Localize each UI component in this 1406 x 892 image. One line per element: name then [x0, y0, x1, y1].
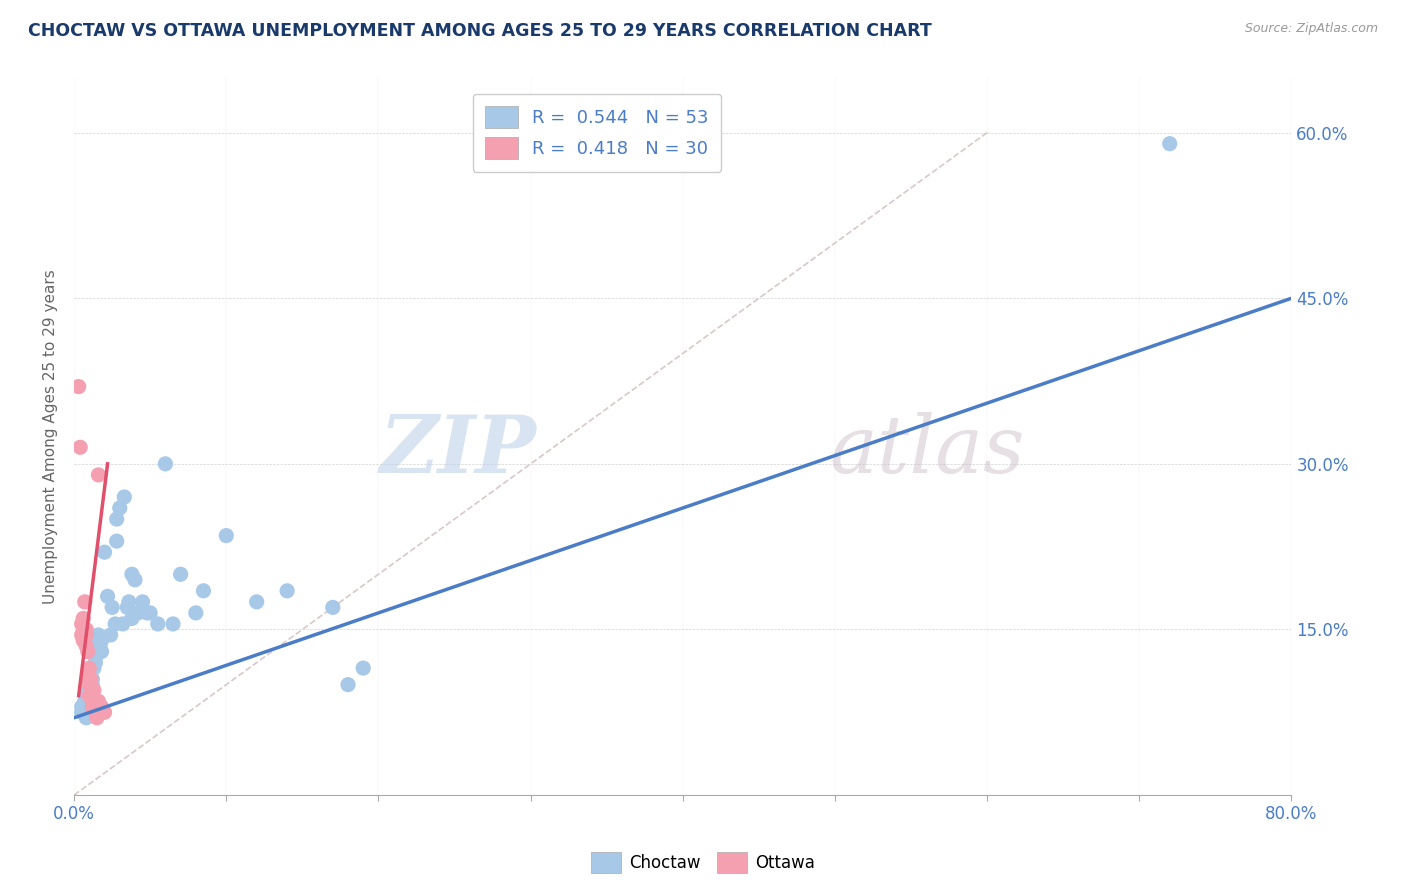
Point — [87, 628, 110, 642]
Point — [105, 534, 128, 549]
Point — [89, 639, 111, 653]
Point — [352, 661, 374, 675]
Point — [121, 567, 143, 582]
Point — [75, 689, 97, 703]
Point — [105, 512, 128, 526]
Point — [111, 616, 134, 631]
Text: ZIP: ZIP — [380, 412, 537, 490]
Point — [75, 628, 97, 642]
Point — [82, 672, 104, 686]
Point — [337, 678, 360, 692]
Point — [139, 606, 162, 620]
Point — [82, 683, 104, 698]
Point — [93, 545, 115, 559]
Point — [80, 672, 103, 686]
Point — [84, 656, 107, 670]
Point — [83, 644, 105, 658]
Point — [93, 705, 115, 719]
Point — [124, 573, 146, 587]
Point — [83, 699, 105, 714]
Point — [79, 661, 101, 675]
Point — [104, 616, 127, 631]
Point — [75, 623, 97, 637]
Point — [76, 644, 98, 658]
Point — [90, 699, 112, 714]
Point — [70, 705, 93, 719]
Point — [193, 583, 215, 598]
Point — [90, 633, 112, 648]
Point — [86, 633, 108, 648]
Point — [73, 595, 96, 609]
Point — [79, 689, 101, 703]
Point — [79, 666, 101, 681]
Point — [87, 694, 110, 708]
Point — [100, 628, 122, 642]
Point — [246, 595, 269, 609]
Point — [322, 600, 344, 615]
Legend: Choctaw, Ottawa: Choctaw, Ottawa — [583, 846, 823, 880]
Point — [73, 694, 96, 708]
Point — [97, 590, 120, 604]
Point — [82, 699, 104, 714]
Point — [112, 490, 135, 504]
Point — [155, 457, 177, 471]
Point — [90, 644, 112, 658]
Point — [101, 600, 124, 615]
Text: Source: ZipAtlas.com: Source: ZipAtlas.com — [1244, 22, 1378, 36]
Point — [79, 694, 101, 708]
Point — [121, 611, 143, 625]
Point — [276, 583, 298, 598]
Point — [215, 528, 238, 542]
Legend: R =  0.544   N = 53, R =  0.418   N = 30: R = 0.544 N = 53, R = 0.418 N = 30 — [472, 94, 721, 172]
Text: CHOCTAW VS OTTAWA UNEMPLOYMENT AMONG AGES 25 TO 29 YEARS CORRELATION CHART: CHOCTAW VS OTTAWA UNEMPLOYMENT AMONG AGE… — [28, 22, 932, 40]
Point — [75, 711, 97, 725]
Point — [1159, 136, 1181, 151]
Point — [136, 606, 159, 620]
Point — [146, 616, 169, 631]
Point — [117, 600, 139, 615]
Point — [69, 440, 91, 454]
Point — [83, 661, 105, 675]
Point — [184, 606, 207, 620]
Point — [82, 678, 104, 692]
Point — [79, 678, 101, 692]
Point — [169, 567, 191, 582]
Text: atlas: atlas — [830, 412, 1024, 490]
Point — [83, 694, 105, 708]
Point — [87, 467, 110, 482]
Point — [72, 611, 94, 625]
Point — [82, 694, 104, 708]
Point — [86, 644, 108, 658]
Point — [108, 501, 131, 516]
Point — [162, 616, 184, 631]
Point — [75, 639, 97, 653]
Point — [86, 711, 108, 725]
Point — [70, 628, 93, 642]
Y-axis label: Unemployment Among Ages 25 to 29 years: Unemployment Among Ages 25 to 29 years — [44, 268, 58, 604]
Point — [79, 672, 101, 686]
Point — [76, 683, 98, 698]
Point — [118, 595, 141, 609]
Point — [84, 650, 107, 665]
Point — [70, 699, 93, 714]
Point — [72, 633, 94, 648]
Point — [79, 678, 101, 692]
Point — [86, 705, 108, 719]
Point — [83, 683, 105, 698]
Point — [67, 379, 90, 393]
Point — [70, 616, 93, 631]
Point — [127, 606, 149, 620]
Point — [80, 689, 103, 703]
Point — [84, 705, 107, 719]
Point — [131, 595, 153, 609]
